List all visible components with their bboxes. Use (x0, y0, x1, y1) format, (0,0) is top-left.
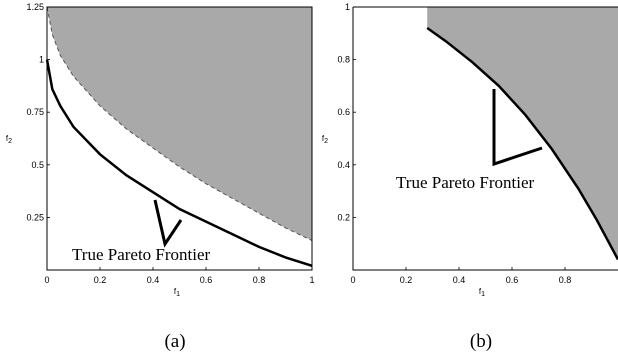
panel-a-x-axis-label: f1 (174, 287, 180, 298)
panel-b-y-tick-label: 0.6 (337, 107, 350, 117)
panel-b-feasible-region (427, 7, 618, 260)
panel-b: 0 0.2 0.4 0.6 0.8 0.2 0.4 0.6 0.8 1 f1 f2 True P… (322, 2, 618, 352)
panel-a-annotation-label: True Pareto Frontier (72, 245, 211, 264)
panel-b-x-ticks: 0 0.2 0.4 0.6 0.8 (350, 267, 571, 285)
panel-b-caption: (b) (470, 331, 492, 352)
panel-a-x-tick-label: 0.8 (253, 275, 266, 285)
panel-b-annotation-label: True Pareto Frontier (396, 173, 535, 192)
panel-b-x-tick-label: 0.4 (453, 275, 466, 285)
panel-b-x-tick-label: 0.2 (400, 275, 413, 285)
panel-b-x-tick-label: 0.8 (559, 275, 572, 285)
panel-b-y-axis-label: f2 (322, 134, 328, 145)
panel-b-pareto-frontier-line (426, 26, 618, 261)
panel-a-x-ticks: 0 0.2 0.4 0.6 0.8 1 (44, 267, 315, 285)
panel-a-x-tick-label: 0.6 (200, 275, 213, 285)
panel-a-caption: (a) (164, 331, 185, 352)
panel-a-x-tick-label: 0.2 (94, 275, 107, 285)
panel-b-y-tick-label: 0.2 (337, 212, 350, 222)
panel-b-x-tick-label: 0 (350, 275, 355, 285)
panel-a-y-tick-label: 0.5 (31, 160, 44, 170)
panel-a-x-tick-label: 0.4 (147, 275, 160, 285)
panel-a-y-tick-label: 0.75 (26, 107, 44, 117)
panel-a-x-tick-label: 1 (309, 275, 314, 285)
panel-a-dashed-curve (46, 6, 313, 241)
panel-b-y-tick-label: 0.8 (337, 55, 350, 65)
panel-b-y-tick-label: 0.4 (337, 160, 350, 170)
panel-a-y-tick-label: 1 (39, 55, 44, 65)
panel-a-pareto-frontier-line (45, 59, 313, 267)
panel-a-y-tick-label: 1.25 (26, 2, 44, 12)
panel-b-y-tick-label: 1 (345, 2, 350, 12)
panel-a-y-tick-label: 0.25 (26, 212, 44, 222)
panel-b-annotation-arrow (492, 89, 543, 167)
panel-b-y-ticks: 0.2 0.4 0.6 0.8 1 (337, 2, 356, 222)
panel-a-annotation-arrow (153, 199, 183, 248)
panel-a-x-tick-label: 0 (44, 275, 49, 285)
panel-a: 0 0.2 0.4 0.6 0.8 1 0.25 0.5 0.75 1 1.25 f1 f2 Tr… (6, 2, 315, 352)
panel-a-feasible-region (47, 7, 312, 241)
panel-a-y-ticks: 0.25 0.5 0.75 1 1.25 (26, 2, 50, 222)
panel-b-x-tick-label: 0.6 (506, 275, 519, 285)
panel-a-y-axis-label: f2 (6, 134, 12, 145)
panel-b-x-axis-label: f1 (479, 287, 485, 298)
panel-a-plot-frame (46, 6, 313, 271)
